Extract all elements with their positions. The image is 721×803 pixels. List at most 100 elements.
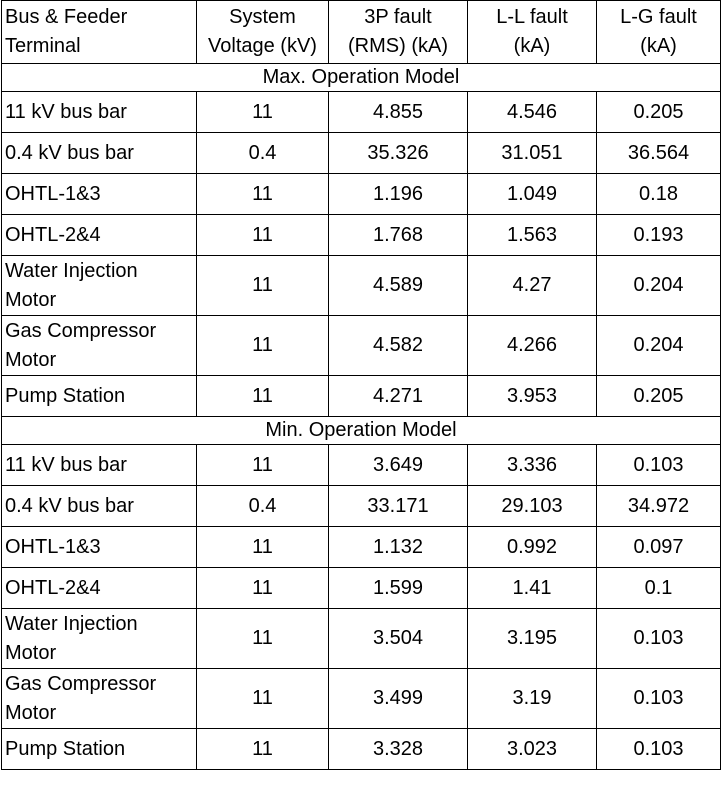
cell-lg-fault: 0.097 — [596, 526, 721, 568]
cell-voltage: 11 — [196, 91, 329, 133]
cell-voltage: 11 — [196, 567, 329, 609]
cell-lg-fault: 0.103 — [596, 728, 721, 770]
cell-lg-fault: 0.1 — [596, 567, 721, 609]
cell-ll-fault: 1.41 — [467, 567, 597, 609]
cell-ll-fault: 4.266 — [467, 315, 597, 376]
cell-3p-fault: 1.599 — [328, 567, 468, 609]
cell-voltage: 11 — [196, 728, 329, 770]
cell-lg-fault: 0.205 — [596, 375, 721, 417]
cell-3p-fault: 35.326 — [328, 132, 468, 174]
table-row: 0.4 kV bus bar 0.4 33.171 29.103 34.972 — [1, 485, 721, 527]
cell-voltage: 11 — [196, 255, 329, 316]
cell-ll-fault: 31.051 — [467, 132, 597, 174]
cell-terminal: OHTL-2&4 — [1, 567, 197, 609]
cell-3p-fault: 33.171 — [328, 485, 468, 527]
table-row: Pump Station 11 3.328 3.023 0.103 — [1, 728, 721, 770]
cell-lg-fault: 34.972 — [596, 485, 721, 527]
cell-terminal-line: Motor — [5, 288, 57, 311]
cell-3p-fault: 3.499 — [328, 668, 468, 729]
cell-terminal-line: Gas Compressor — [5, 672, 157, 695]
table-row: Water Injection Motor 11 4.589 4.27 0.204 — [1, 255, 721, 316]
cell-3p-fault: 4.582 — [328, 315, 468, 376]
cell-terminal-line: Gas Compressor — [5, 319, 157, 342]
table-row: Gas Compressor Motor 11 3.499 3.19 0.103 — [1, 668, 721, 729]
cell-ll-fault: 4.27 — [467, 255, 597, 316]
cell-terminal-line: 0.4 kV bus bar — [5, 494, 134, 517]
cell-ll-fault: 0.992 — [467, 526, 597, 568]
table-row: OHTL-1&3 11 1.132 0.992 0.097 — [1, 526, 721, 568]
section-header-row: Max. Operation Model — [1, 63, 721, 92]
cell-terminal: 0.4 kV bus bar — [1, 132, 197, 174]
header-voltage: System Voltage (kV) — [196, 0, 329, 64]
cell-terminal-line: 11 kV bus bar — [5, 453, 127, 476]
header-terminal-line-2: Terminal — [5, 35, 81, 57]
cell-ll-fault: 1.563 — [467, 214, 597, 256]
cell-terminal-line: OHTL-1&3 — [5, 182, 101, 205]
cell-3p-fault: 3.649 — [328, 444, 468, 486]
table-row: 11 kV bus bar 11 4.855 4.546 0.205 — [1, 91, 721, 133]
header-3p-fault: 3P fault (RMS) (kA) — [328, 0, 468, 64]
cell-ll-fault: 3.023 — [467, 728, 597, 770]
cell-3p-fault: 4.855 — [328, 91, 468, 133]
cell-voltage: 11 — [196, 444, 329, 486]
table-row: OHTL-2&4 11 1.599 1.41 0.1 — [1, 567, 721, 609]
cell-ll-fault: 3.953 — [467, 375, 597, 417]
cell-voltage: 11 — [196, 608, 329, 669]
table-row: OHTL-2&4 11 1.768 1.563 0.193 — [1, 214, 721, 256]
cell-terminal: OHTL-1&3 — [1, 526, 197, 568]
cell-voltage: 11 — [196, 214, 329, 256]
cell-terminal-line: Pump Station — [5, 384, 126, 407]
cell-lg-fault: 0.103 — [596, 444, 721, 486]
cell-terminal: Water Injection Motor — [1, 608, 197, 669]
cell-lg-fault: 0.204 — [596, 315, 721, 376]
header-3p-fault-line-1: 3P fault — [364, 6, 432, 28]
header-terminal-line-1: Bus & Feeder — [5, 6, 128, 28]
cell-3p-fault: 4.589 — [328, 255, 468, 316]
header-lg-fault-line-2: (kA) — [640, 35, 677, 57]
header-ll-fault: L-L fault (kA) — [467, 0, 597, 64]
header-terminal: Bus & Feeder Terminal — [1, 0, 197, 64]
cell-terminal-line: Motor — [5, 641, 57, 664]
cell-3p-fault: 1.196 — [328, 173, 468, 215]
header-voltage-line-2: Voltage (kV) — [208, 35, 317, 57]
cell-voltage: 11 — [196, 526, 329, 568]
cell-terminal: Water Injection Motor — [1, 255, 197, 316]
header-lg-fault: L-G fault (kA) — [596, 0, 721, 64]
cell-lg-fault: 36.564 — [596, 132, 721, 174]
cell-terminal: Gas Compressor Motor — [1, 315, 197, 376]
cell-terminal: 11 kV bus bar — [1, 444, 197, 486]
cell-lg-fault: 0.103 — [596, 668, 721, 729]
cell-voltage: 0.4 — [196, 485, 329, 527]
cell-voltage: 11 — [196, 668, 329, 729]
table-body: Max. Operation Model 11 kV bus bar 11 4.855… — [1, 63, 721, 770]
cell-terminal-line: OHTL-2&4 — [5, 576, 101, 599]
cell-lg-fault: 0.204 — [596, 255, 721, 316]
cell-terminal-line: Water Injection — [5, 612, 138, 635]
cell-terminal-line: OHTL-2&4 — [5, 223, 101, 246]
cell-3p-fault: 3.328 — [328, 728, 468, 770]
table-row: Pump Station 11 4.271 3.953 0.205 — [1, 375, 721, 417]
cell-ll-fault: 4.546 — [467, 91, 597, 133]
table-row: Gas Compressor Motor 11 4.582 4.266 0.204 — [1, 315, 721, 376]
table-row: 0.4 kV bus bar 0.4 35.326 31.051 36.564 — [1, 132, 721, 174]
cell-voltage: 11 — [196, 173, 329, 215]
table-header: Bus & Feeder Terminal System Voltage (kV… — [1, 0, 721, 64]
cell-terminal: OHTL-2&4 — [1, 214, 197, 256]
cell-lg-fault: 0.193 — [596, 214, 721, 256]
cell-ll-fault: 3.336 — [467, 444, 597, 486]
cell-3p-fault: 3.504 — [328, 608, 468, 669]
header-row: Bus & Feeder Terminal System Voltage (kV… — [1, 0, 721, 64]
cell-terminal: Gas Compressor Motor — [1, 668, 197, 729]
cell-terminal-line: Pump Station — [5, 737, 126, 760]
cell-3p-fault: 1.132 — [328, 526, 468, 568]
cell-terminal-line: OHTL-1&3 — [5, 535, 101, 558]
cell-ll-fault: 29.103 — [467, 485, 597, 527]
cell-voltage: 11 — [196, 315, 329, 376]
cell-ll-fault: 1.049 — [467, 173, 597, 215]
cell-ll-fault: 3.195 — [467, 608, 597, 669]
cell-terminal-line: Motor — [5, 701, 57, 724]
cell-terminal-line: Motor — [5, 348, 57, 371]
table-row: 11 kV bus bar 11 3.649 3.336 0.103 — [1, 444, 721, 486]
section-title: Max. Operation Model — [1, 63, 721, 92]
cell-terminal: Pump Station — [1, 375, 197, 417]
